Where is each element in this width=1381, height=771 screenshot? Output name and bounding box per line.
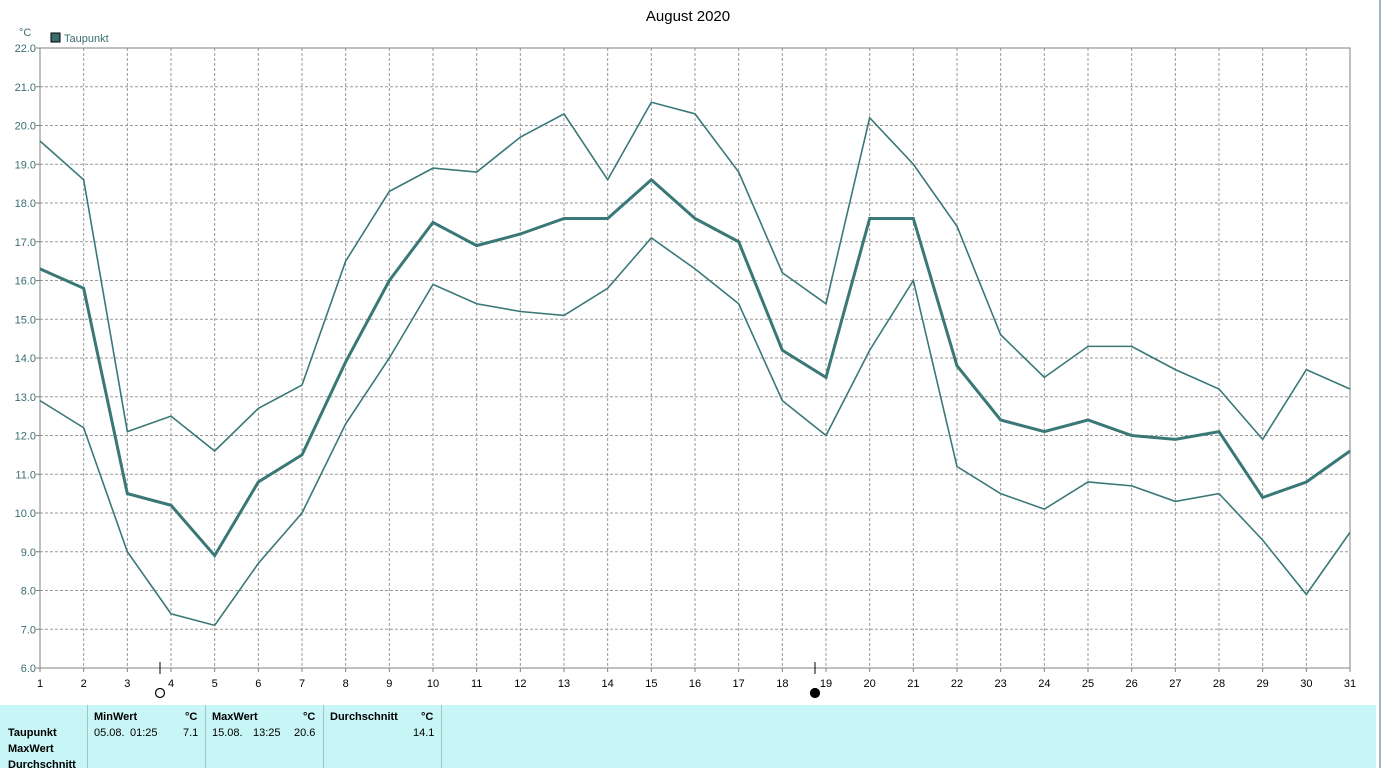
y-tick-label: 19.0 — [15, 159, 36, 171]
x-tick-label: 26 — [1126, 678, 1138, 690]
avg-unit: °C — [421, 711, 433, 723]
max-value: 20.6 — [294, 727, 315, 739]
avg-value: 14.1 — [413, 727, 434, 739]
full-moon-icon — [811, 689, 820, 698]
x-tick-label: 14 — [602, 678, 614, 690]
max-time: 13:25 — [253, 727, 281, 739]
x-tick-label: 1 — [37, 678, 43, 690]
legend: Taupunkt — [51, 33, 109, 45]
x-tick-label: 21 — [907, 678, 919, 690]
row-label-maxwert: MaxWert — [8, 743, 54, 755]
x-tick-label: 28 — [1213, 678, 1225, 690]
stats-min-column: MinWert °C 05.08. 01:25 7.1 — [88, 705, 206, 768]
x-tick-label: 16 — [689, 678, 701, 690]
y-tick-label: 7.0 — [21, 624, 36, 636]
x-tick-label: 30 — [1300, 678, 1312, 690]
max-header: MaxWert — [212, 711, 258, 723]
max-date: 15.08. — [212, 727, 243, 739]
y-tick-label: 20.0 — [15, 121, 36, 133]
stats-label-column: Taupunkt MaxWert Durchschnitt — [0, 705, 88, 768]
y-axis-unit: °C — [19, 27, 31, 39]
y-tick-label: 22.0 — [15, 43, 36, 55]
x-tick-label: 11 — [471, 678, 482, 690]
y-tick-label: 15.0 — [15, 314, 36, 326]
row-label-durchschnitt: Durchschnitt — [8, 759, 76, 771]
max-unit: °C — [303, 711, 315, 723]
x-tick-label: 10 — [427, 678, 439, 690]
min-header: MinWert — [94, 711, 137, 723]
x-tick-label: 22 — [951, 678, 963, 690]
x-tick-label: 19 — [820, 678, 832, 690]
legend-label: Taupunkt — [64, 33, 109, 45]
y-tick-label: 14.0 — [15, 353, 36, 365]
min-time: 01:25 — [130, 727, 158, 739]
x-tick-label: 13 — [558, 678, 570, 690]
y-tick-label: 9.0 — [21, 547, 36, 559]
legend-swatch — [51, 33, 60, 42]
x-tick-label: 7 — [299, 678, 305, 690]
x-tick-label: 31 — [1344, 678, 1356, 690]
x-tick-label: 23 — [995, 678, 1007, 690]
y-tick-label: 13.0 — [15, 392, 36, 404]
x-tick-label: 25 — [1082, 678, 1094, 690]
avg-header: Durchschnitt — [330, 711, 398, 723]
stats-max-column: MaxWert °C 15.08. 13:25 20.6 — [206, 705, 324, 768]
x-tick-label: 5 — [212, 678, 218, 690]
x-tick-label: 27 — [1169, 678, 1181, 690]
x-tick-label: 29 — [1257, 678, 1269, 690]
x-tick-label: 12 — [514, 678, 526, 690]
stats-panel: Taupunkt MaxWert Durchschnitt MinWert °C… — [0, 705, 1376, 768]
x-tick-label: 2 — [81, 678, 87, 690]
x-tick-label: 3 — [124, 678, 130, 690]
y-tick-label: 6.0 — [21, 663, 36, 675]
y-tick-label: 21.0 — [15, 82, 36, 94]
chart-title: August 2020 — [646, 8, 730, 25]
min-unit: °C — [185, 711, 197, 723]
x-tick-label: 15 — [645, 678, 657, 690]
x-tick-label: 24 — [1038, 678, 1050, 690]
min-value: 7.1 — [183, 727, 198, 739]
y-tick-label: 12.0 — [15, 431, 36, 443]
y-tick-label: 8.0 — [21, 586, 36, 598]
y-axis: 6.0 7.0 8.0 9.0 10.0 11.0 12.0 13.0 14.0 15.0 16.0… — [15, 43, 40, 675]
window-edge — [1362, 0, 1381, 768]
min-date: 05.08. — [94, 727, 125, 739]
stats-avg-column: Durchschnitt °C 14.1 — [324, 705, 442, 768]
x-tick-label: 8 — [343, 678, 349, 690]
x-tick-label: 20 — [864, 678, 876, 690]
x-tick-label: 4 — [168, 678, 174, 690]
x-tick-label: 17 — [733, 678, 745, 690]
chart: August 2020 °C Taupunkt 6.0 7.0 8.0 9.0 10.0… — [0, 0, 1381, 705]
x-tick-label: 18 — [776, 678, 788, 690]
y-tick-label: 11.0 — [15, 469, 36, 481]
y-tick-label: 17.0 — [15, 237, 36, 249]
x-tick-label: 6 — [255, 678, 261, 690]
y-tick-label: 16.0 — [15, 276, 36, 288]
new-moon-icon — [156, 689, 165, 698]
x-tick-label: 9 — [386, 678, 392, 690]
y-tick-label: 10.0 — [15, 508, 36, 520]
row-label-taupunkt: Taupunkt — [8, 727, 57, 739]
y-tick-label: 18.0 — [15, 198, 36, 210]
